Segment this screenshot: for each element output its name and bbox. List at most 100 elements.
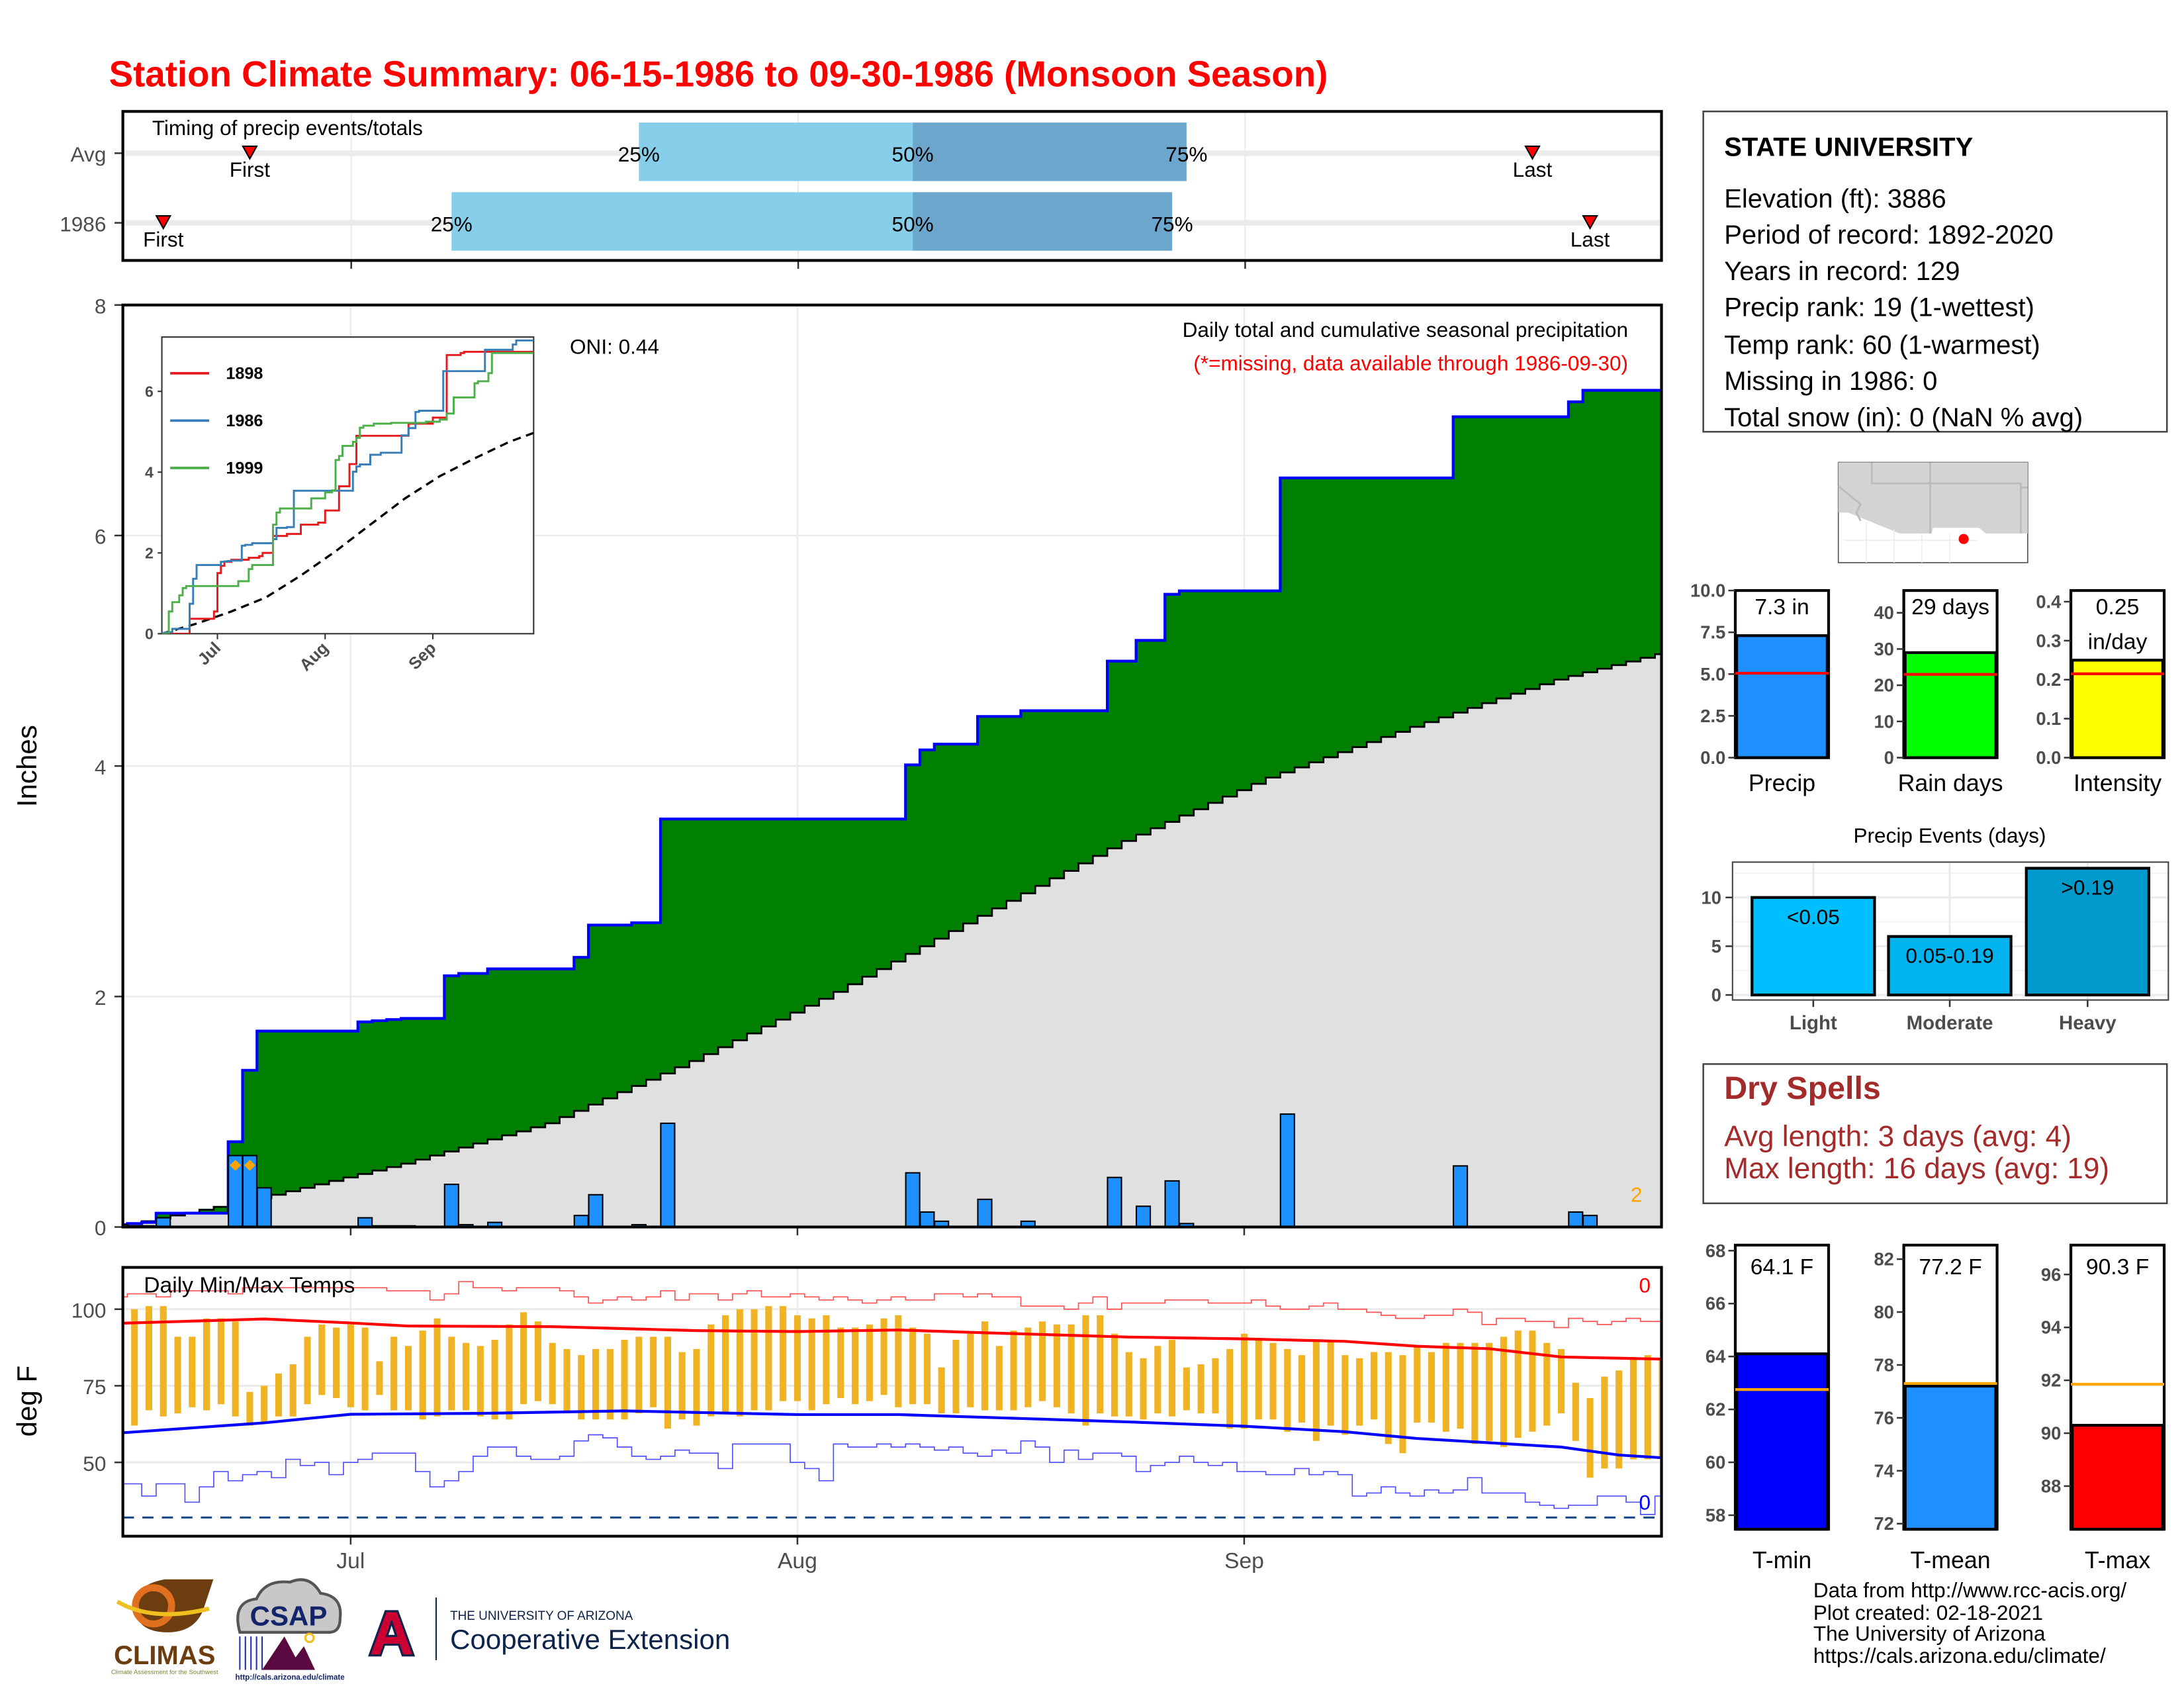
avg-min-temp-line	[122, 1409, 1662, 1460]
summary-y-tick-label: 80	[1874, 1302, 1893, 1323]
inset-y-tick-label: 2	[145, 545, 154, 562]
daily-temp-range-bar	[578, 1355, 585, 1420]
summary-y-tick-label: 78	[1874, 1354, 1893, 1375]
summary-y-tick-label: 0.0	[1700, 747, 1725, 768]
daily-precip-bar	[977, 1198, 993, 1227]
precip-events-title: Precip Events (days)	[1854, 823, 2046, 847]
timing-bar-25-50	[451, 192, 913, 251]
events-frame	[1731, 861, 2169, 1001]
summary-bar-value	[1903, 651, 1997, 759]
summary-y-tick-label: 0.2	[2036, 669, 2061, 690]
ua-logo-line1: THE UNIVERSITY OF ARIZONA	[450, 1609, 633, 1623]
summary-y-tick-label: 10	[1874, 711, 1893, 731]
station-missing: Missing in 1986: 0	[1724, 367, 1937, 396]
precip-y-axis-label: Inches	[11, 725, 42, 807]
timing-last-label: Last	[1513, 158, 1553, 181]
daily-temp-range-bar	[1125, 1352, 1132, 1417]
daily-temp-range-bar	[721, 1315, 729, 1414]
daily-temp-range-bar	[1586, 1397, 1594, 1478]
daily-precip-bar	[256, 1187, 272, 1227]
precip-summary-bars: 7.3 in Precip 0.0 2.5 5.0 7.5 10.0 29 days Rain …	[1690, 581, 2166, 796]
locator-map	[1837, 461, 2028, 563]
precip-panel-border	[121, 303, 1663, 1229]
daily-temp-range-bar	[765, 1306, 772, 1411]
inset-legend-label: 1898	[226, 364, 263, 383]
daily-temp-range-bar	[707, 1324, 715, 1417]
daily-temp-range-bar	[174, 1336, 181, 1414]
precip-events-chart: <0.05 Light 0.05-0.19 Moderate >0.19 Heavy 0 5 1…	[1702, 861, 2169, 1034]
events-bar-heavy	[2025, 867, 2151, 997]
daily-temp-range-bar	[433, 1318, 441, 1417]
daily-precip-bar	[357, 1217, 373, 1227]
dry-spells-title: Dry Spells	[1724, 1070, 1881, 1106]
footer-institution: The University of Arizona	[1813, 1621, 2046, 1645]
daily-temp-range-bar	[1312, 1340, 1320, 1441]
summary-bar-value	[2071, 659, 2165, 759]
daily-temp-range-bar	[1644, 1355, 1651, 1460]
timing-row-label: 1986	[60, 212, 106, 236]
map-graticule	[1844, 522, 1978, 563]
summary-y-tick-label: 10.0	[1690, 581, 1725, 601]
timing-bar-25-50	[639, 122, 913, 181]
daily-temp-range-bar	[1154, 1346, 1161, 1414]
daily-temp-range-bar	[923, 1333, 931, 1405]
temp-panel-title: Daily Min/Max Temps	[144, 1273, 355, 1297]
timing-row-1986	[451, 192, 1173, 251]
station-years: Years in record: 129	[1724, 257, 1960, 286]
station-precip-rank: Precip rank: 19 (1-wettest)	[1724, 293, 2034, 322]
summary-bar-category-label: T-max	[2085, 1547, 2150, 1573]
inset-y-tick-label: 6	[145, 383, 154, 400]
station-location-marker	[1958, 534, 1969, 544]
daily-temp-range-bar	[217, 1318, 224, 1405]
summary-bar-category-label: T-mean	[1910, 1547, 1990, 1573]
daily-temp-range-bar	[1428, 1352, 1435, 1423]
ua-logo-line2: Cooperative Extension	[450, 1624, 730, 1655]
daily-temp-range-bar	[736, 1309, 743, 1417]
timing-first-marker	[155, 215, 172, 230]
timing-first-marker	[242, 145, 258, 161]
daily-precip-bar	[1582, 1215, 1598, 1227]
summary-bar-unit-label: in/day	[2088, 630, 2148, 654]
inset-y-tick-label: 0	[145, 626, 154, 643]
summary-y-tick-label: 20	[1874, 675, 1893, 696]
daily-temp-range-bar	[261, 1385, 268, 1423]
daily-precip-bar	[660, 1122, 676, 1227]
daily-temp-range-bar	[506, 1324, 513, 1420]
map-borders	[1837, 462, 2028, 534]
daily-temp-range-bar	[534, 1321, 541, 1401]
summary-bar-value-label: 90.3 F	[2086, 1255, 2149, 1280]
daily-temp-range-bar	[1615, 1370, 1623, 1469]
precip-y-tick-label: 6	[95, 525, 107, 549]
daily-temp-range-bar	[1024, 1327, 1032, 1407]
timing-pct-label: 50%	[892, 212, 934, 236]
daily-temp-range-bar	[246, 1391, 253, 1426]
record-low-line	[122, 1434, 1662, 1515]
daily-temp-range-bar	[520, 1312, 527, 1405]
precip-panel-subtitle: (*=missing, data available through 1986-…	[1193, 352, 1628, 375]
summary-y-tick-label: 82	[1874, 1249, 1893, 1270]
summary-bar-value-label: 29 days	[1911, 595, 1989, 620]
daily-temp-range-bar	[131, 1309, 138, 1426]
timing-panel: 25% 50% 75% First Last Avg 25% 50% 75% First Last 1…	[60, 110, 1663, 269]
summary-y-tick-label: 60	[1706, 1452, 1725, 1473]
summary-bar-value	[2071, 1423, 2165, 1531]
timing-row-Avg	[639, 122, 1187, 181]
daily-temp-range-bar	[938, 1367, 945, 1414]
csap-logo-text: CSAP	[250, 1600, 328, 1631]
summary-y-tick-label: 40	[1874, 602, 1893, 623]
daily-temp-range-bar	[1500, 1336, 1507, 1448]
timing-bar-50-75	[913, 122, 1187, 181]
summary-bar-intensity: 0.25 in/day Intensity 0.0 0.1 0.2 0.3 0.4	[2036, 588, 2166, 796]
daily-temp-range-bar	[549, 1342, 556, 1405]
daily-precip-bar	[919, 1211, 935, 1227]
normal-cumulative-area	[122, 654, 1662, 1227]
daily-precip-bar	[1279, 1113, 1295, 1227]
precip-y-tick-label: 2	[95, 986, 107, 1009]
csap-logo-rain	[239, 1636, 263, 1670]
avg-max-temp-line	[122, 1317, 1662, 1361]
summary-bar-value	[1735, 634, 1829, 759]
daily-temp-range-bar	[1629, 1358, 1637, 1460]
summary-y-tick-label: 0.4	[2036, 591, 2062, 612]
daily-temp-range-bar	[1183, 1367, 1190, 1411]
